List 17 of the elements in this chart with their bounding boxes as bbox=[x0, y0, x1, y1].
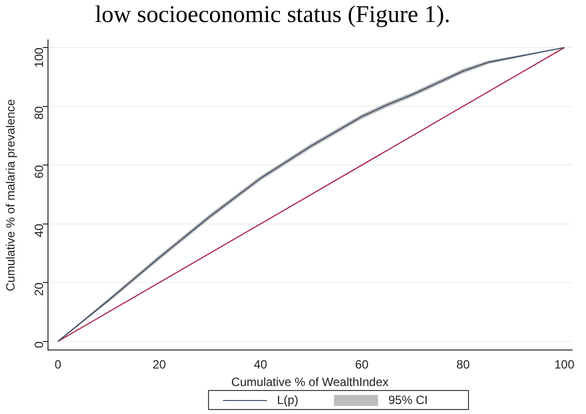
x-axis-title: Cumulative % of WealthIndex bbox=[231, 375, 388, 390]
legend-label: L(p) bbox=[277, 393, 298, 407]
y-tick-label: 20 bbox=[32, 282, 46, 296]
y-tick-label: 80 bbox=[32, 106, 46, 120]
x-tick-label: 20 bbox=[152, 358, 166, 372]
text: 95% CI bbox=[388, 393, 428, 407]
x-tick-label: 100 bbox=[554, 358, 575, 372]
y-tick-label: 0 bbox=[32, 341, 46, 348]
x-tick-label: 60 bbox=[355, 358, 369, 372]
x-tick-label: 0 bbox=[54, 358, 62, 372]
text: low socioeconomic status (Figure 1). bbox=[94, 1, 452, 30]
y-tick-label: 60 bbox=[32, 164, 46, 178]
x-tick-label: 40 bbox=[254, 358, 268, 372]
x-tick-label: 80 bbox=[456, 358, 470, 372]
y-tick-label: 40 bbox=[32, 224, 46, 238]
y-axis-title: Cumulative % of malaria prevalence bbox=[4, 98, 18, 292]
y-tick-label: 100 bbox=[32, 47, 46, 68]
